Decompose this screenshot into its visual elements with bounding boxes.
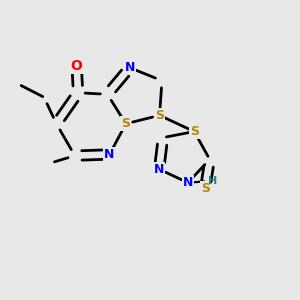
Text: H: H bbox=[208, 176, 217, 186]
Text: N: N bbox=[124, 61, 135, 74]
Text: S: S bbox=[190, 125, 199, 138]
Text: S: S bbox=[155, 109, 164, 122]
Text: S: S bbox=[121, 117, 130, 130]
Text: S: S bbox=[201, 182, 210, 195]
Text: O: O bbox=[71, 59, 82, 73]
Text: N: N bbox=[183, 176, 193, 189]
Text: N: N bbox=[154, 163, 164, 176]
Text: N: N bbox=[104, 148, 115, 161]
